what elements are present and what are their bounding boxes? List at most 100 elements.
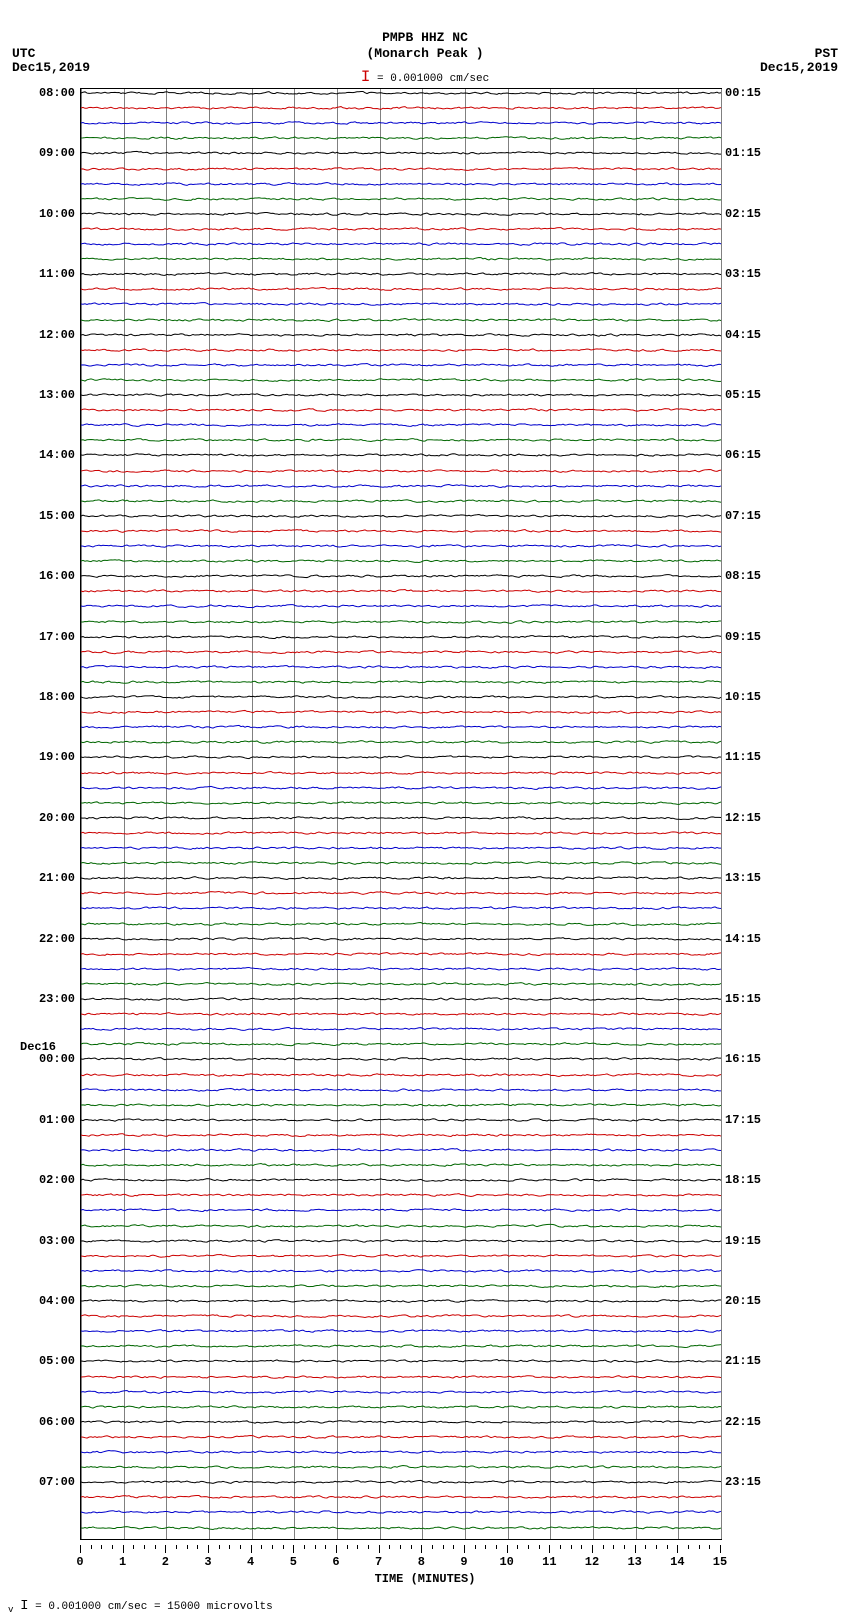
x-tick-minor xyxy=(528,1545,529,1549)
utc-time-label: 16:00 xyxy=(15,569,75,583)
seismic-trace xyxy=(81,757,721,767)
seismic-trace xyxy=(81,410,721,420)
seismic-trace xyxy=(81,486,721,496)
seismic-trace xyxy=(81,1075,721,1085)
grid-line xyxy=(721,89,722,1539)
x-tick xyxy=(293,1545,294,1553)
x-tick-minor xyxy=(272,1545,273,1549)
pst-time-label: 03:15 xyxy=(725,267,761,281)
x-tick-minor xyxy=(283,1545,284,1549)
x-tick-minor xyxy=(91,1545,92,1549)
x-tick-minor xyxy=(400,1545,401,1549)
pst-time-label: 08:15 xyxy=(725,569,761,583)
x-tick-minor xyxy=(539,1545,540,1549)
pst-time-label: 11:15 xyxy=(725,750,761,764)
seismic-trace xyxy=(81,1346,721,1356)
seismic-trace xyxy=(81,244,721,254)
utc-time-label: 22:00 xyxy=(15,932,75,946)
x-tick-minor xyxy=(709,1545,710,1549)
pst-time-label: 04:15 xyxy=(725,328,761,342)
seismic-trace xyxy=(81,289,721,299)
pst-time-label: 01:15 xyxy=(725,146,761,160)
x-tick-minor xyxy=(368,1545,369,1549)
seismic-trace xyxy=(81,1210,721,1220)
pst-time-label: 17:15 xyxy=(725,1113,761,1127)
utc-time-label: 12:00 xyxy=(15,328,75,342)
utc-time-label: 23:00 xyxy=(15,992,75,1006)
seismic-trace xyxy=(81,622,721,632)
pst-time-label: 05:15 xyxy=(725,388,761,402)
seismic-trace xyxy=(81,1241,721,1251)
utc-time-label: 21:00 xyxy=(15,871,75,885)
seismic-trace xyxy=(81,93,721,103)
x-tick-label: 5 xyxy=(290,1555,297,1569)
seismic-trace xyxy=(81,274,721,284)
x-tick-minor xyxy=(571,1545,572,1549)
seismic-trace xyxy=(81,1180,721,1190)
x-tick-label: 6 xyxy=(332,1555,339,1569)
pst-time-label: 18:15 xyxy=(725,1173,761,1187)
seismic-trace xyxy=(81,214,721,224)
pst-time-label: 02:15 xyxy=(725,207,761,221)
seismic-trace xyxy=(81,637,721,647)
utc-time-label: 04:00 xyxy=(15,1294,75,1308)
seismic-trace xyxy=(81,969,721,979)
seismic-trace xyxy=(81,1195,721,1205)
seismic-trace xyxy=(81,833,721,843)
seismic-trace xyxy=(81,878,721,888)
pst-time-label: 09:15 xyxy=(725,630,761,644)
x-tick-minor xyxy=(656,1545,657,1549)
seismic-trace xyxy=(81,1059,721,1069)
x-tick-minor xyxy=(453,1545,454,1549)
x-tick-minor xyxy=(475,1545,476,1549)
seismogram-plot xyxy=(80,88,722,1540)
seismic-trace xyxy=(81,1497,721,1507)
x-tick-minor xyxy=(389,1545,390,1549)
x-tick-label: 14 xyxy=(670,1555,684,1569)
scale-legend: I = 0.001000 cm/sec xyxy=(0,68,850,86)
x-tick-minor xyxy=(101,1545,102,1549)
x-tick xyxy=(421,1545,422,1553)
seismic-trace xyxy=(81,169,721,179)
x-tick xyxy=(251,1545,252,1553)
utc-time-label: 07:00 xyxy=(15,1475,75,1489)
pst-time-label: 07:15 xyxy=(725,509,761,523)
x-tick-label: 15 xyxy=(713,1555,727,1569)
x-tick xyxy=(507,1545,508,1553)
utc-time-label: 06:00 xyxy=(15,1415,75,1429)
x-tick-minor xyxy=(229,1545,230,1549)
seismic-trace xyxy=(81,153,721,163)
x-tick-minor xyxy=(667,1545,668,1549)
seismic-trace xyxy=(81,1256,721,1266)
x-tick-minor xyxy=(187,1545,188,1549)
seismic-trace xyxy=(81,1105,721,1115)
x-tick-minor xyxy=(603,1545,604,1549)
x-tick xyxy=(592,1545,593,1553)
seismic-trace xyxy=(81,395,721,405)
seismic-trace xyxy=(81,304,721,314)
seismic-trace xyxy=(81,1301,721,1311)
utc-time-label: 01:00 xyxy=(15,1113,75,1127)
seismic-trace xyxy=(81,1226,721,1236)
seismic-trace xyxy=(81,1271,721,1281)
seismic-trace xyxy=(81,501,721,511)
seismic-trace xyxy=(81,1029,721,1039)
x-tick-label: 12 xyxy=(585,1555,599,1569)
seismic-trace xyxy=(81,455,721,465)
x-tick-minor xyxy=(112,1545,113,1549)
utc-time-label: 17:00 xyxy=(15,630,75,644)
pst-time-label: 14:15 xyxy=(725,932,761,946)
seismic-trace xyxy=(81,954,721,964)
x-tick-minor xyxy=(347,1545,348,1549)
seismic-trace xyxy=(81,939,721,949)
seismic-trace xyxy=(81,788,721,798)
x-tick-label: 3 xyxy=(204,1555,211,1569)
x-tick xyxy=(80,1545,81,1553)
x-tick-minor xyxy=(357,1545,358,1549)
seismic-trace xyxy=(81,1120,721,1130)
x-tick-minor xyxy=(485,1545,486,1549)
seismic-trace xyxy=(81,123,721,133)
seismic-trace xyxy=(81,984,721,994)
seismogram-container: PMPB HHZ NC (Monarch Peak ) UTC Dec15,20… xyxy=(0,0,850,1613)
seismic-trace xyxy=(81,531,721,541)
